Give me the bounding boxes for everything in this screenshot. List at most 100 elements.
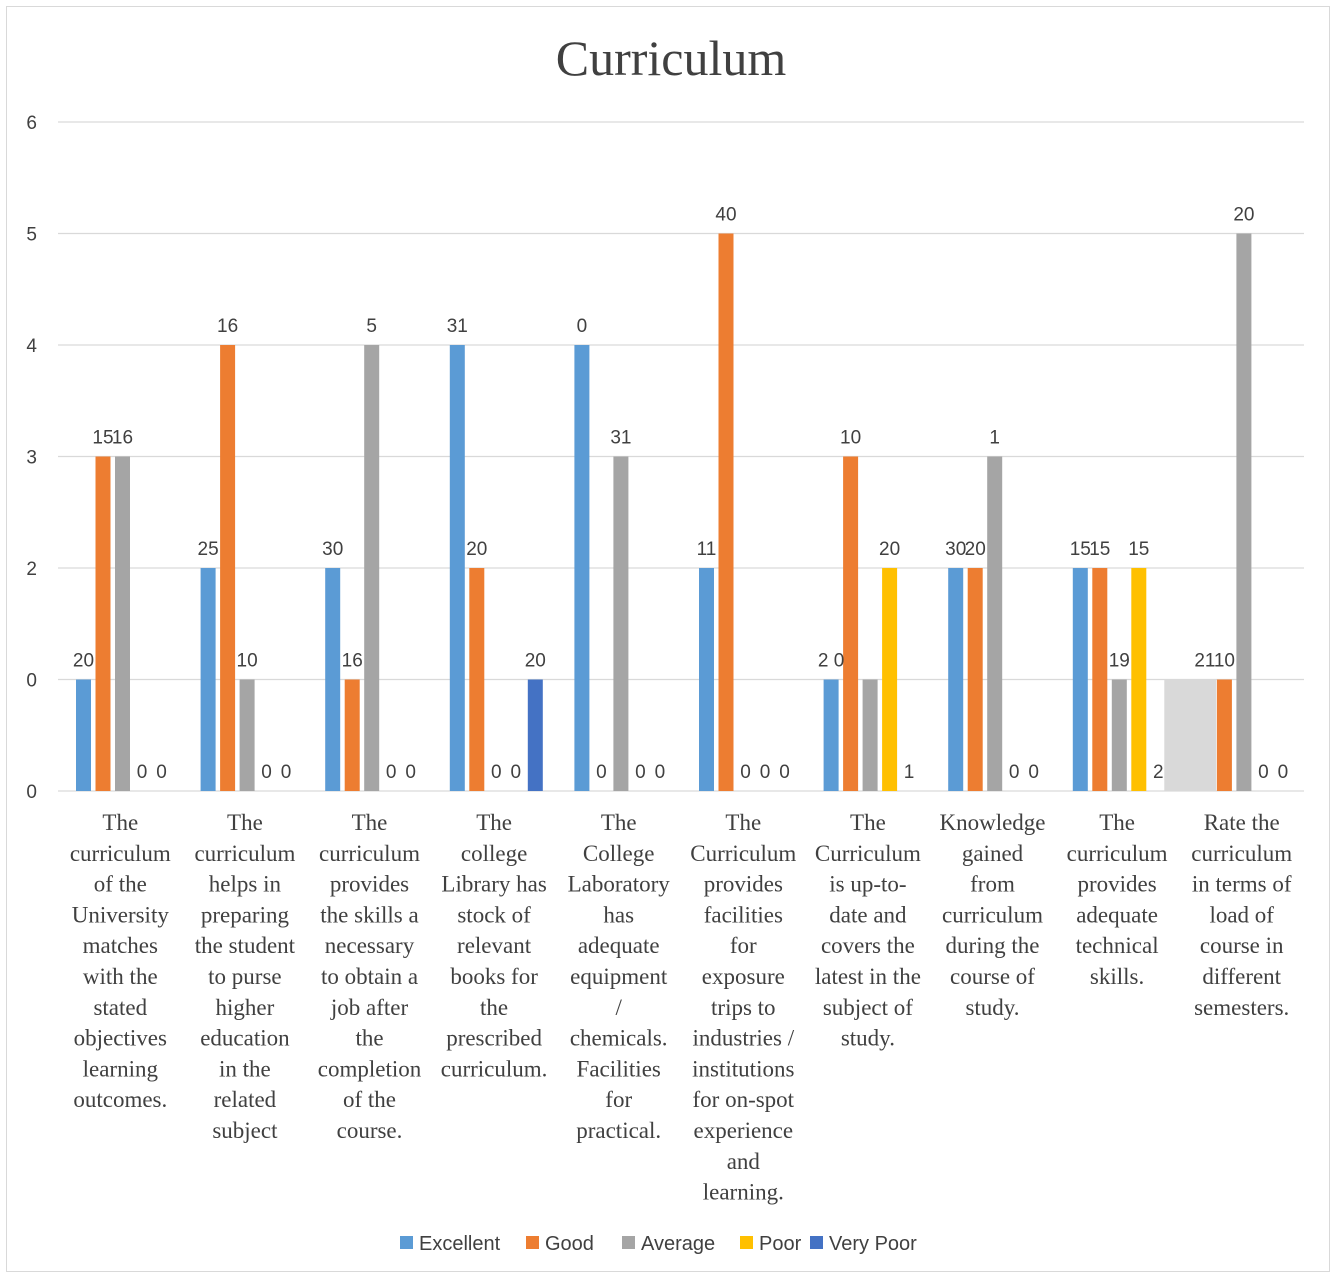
data-label: 0 <box>1009 762 1020 783</box>
data-label: 1 <box>989 428 1000 449</box>
bar-excellent <box>823 679 839 791</box>
data-label: 15 <box>1128 539 1149 560</box>
legend-item: Very Poor <box>829 1233 917 1255</box>
data-label: 16 <box>342 651 363 672</box>
data-label: 30 <box>945 539 966 560</box>
legend-item: Excellent <box>419 1233 501 1255</box>
data-label: 20 <box>466 539 487 560</box>
data-label: 20 <box>73 651 94 672</box>
y-tick-label: 2 <box>26 559 37 580</box>
bar-good <box>967 568 983 791</box>
data-label: 2 <box>1153 762 1164 783</box>
legend-item: Poor <box>759 1233 802 1255</box>
data-label: 0 <box>779 762 790 783</box>
data-label: 0 <box>1258 762 1269 783</box>
data-label: 10 <box>237 651 258 672</box>
y-tick-label: 5 <box>26 225 37 246</box>
bar-excellent <box>325 568 341 791</box>
chart-title: Curriculum <box>556 30 787 86</box>
category-label: Rate the curriculum in terms of load of cour… <box>1191 810 1292 1020</box>
data-label: 0 <box>386 762 397 783</box>
bar-good <box>469 568 485 791</box>
bar-poor <box>1131 568 1147 791</box>
category-label: The curriculum helps in preparing the studen… <box>194 810 295 1143</box>
legend-item: Average <box>641 1233 715 1255</box>
data-label: 10 <box>840 428 861 449</box>
legend-swatch <box>400 1236 413 1249</box>
data-label: 0 <box>1028 762 1039 783</box>
legend-swatch <box>740 1236 753 1249</box>
legend-swatch <box>526 1236 539 1249</box>
data-label: 0 <box>491 762 502 783</box>
data-label: 0 <box>281 762 292 783</box>
bar-very-poor <box>527 679 543 791</box>
data-label: 0 <box>655 762 666 783</box>
data-label: 20 <box>525 651 546 672</box>
bar-excellent <box>449 345 465 791</box>
y-tick-label: 0 <box>26 671 37 692</box>
data-label: 0 <box>137 762 148 783</box>
data-label: 10 <box>1214 651 1235 672</box>
bar-excellent <box>948 568 964 791</box>
data-label: 31 <box>447 316 468 337</box>
data-label: 0 <box>740 762 751 783</box>
legend-item: Good <box>545 1233 594 1255</box>
bar-good <box>718 233 734 791</box>
bar-poor <box>882 568 898 791</box>
category-label: The college Library has stock of relevant boo… <box>441 810 548 1081</box>
data-label: 0 <box>511 762 522 783</box>
bar-average <box>115 456 130 791</box>
data-label: 25 <box>198 539 219 560</box>
data-label: 0 <box>635 762 646 783</box>
category-label: The curriculum provides adequate technical sk… <box>1067 810 1168 989</box>
bar-excellent <box>1072 568 1088 791</box>
data-label: 16 <box>112 428 133 449</box>
bar-excellent <box>200 568 216 791</box>
data-label: 16 <box>217 316 238 337</box>
data-label: 0 <box>156 762 167 783</box>
data-label: 15 <box>1070 539 1091 560</box>
data-label: 2 0 <box>818 651 844 672</box>
bar-good <box>843 456 859 791</box>
data-label: 11 <box>697 539 717 560</box>
data-label: 21 <box>1194 651 1215 672</box>
legend-swatch <box>810 1236 823 1249</box>
bar-extra <box>1164 679 1217 791</box>
data-label: 20 <box>879 539 900 560</box>
data-label: 0 <box>405 762 416 783</box>
data-label: 0 <box>596 762 607 783</box>
category-label: The Curriculum provides facilities for exposu… <box>690 810 796 1205</box>
bar-average <box>239 679 255 791</box>
bar-good <box>344 679 360 791</box>
data-label: 31 <box>610 428 631 449</box>
bar-excellent <box>76 679 91 791</box>
bar-good <box>220 345 236 791</box>
bar-good <box>1216 679 1232 791</box>
data-label: 15 <box>92 428 113 449</box>
bar-good <box>95 456 111 791</box>
data-label: 0 <box>760 762 771 783</box>
data-label: 1 <box>904 762 915 783</box>
y-tick-label: 3 <box>26 448 37 469</box>
bar-average <box>364 345 380 791</box>
data-label: 40 <box>715 205 736 226</box>
bar-good <box>1092 568 1108 791</box>
y-tick-label: 0 <box>26 782 37 803</box>
data-label: 0 <box>1278 762 1289 783</box>
data-label: 19 <box>1109 651 1130 672</box>
category-label: Knowledge gained from curriculum during the c… <box>939 810 1045 1020</box>
bar-average <box>987 456 1003 791</box>
bar-average <box>613 456 629 791</box>
data-label: 20 <box>965 539 986 560</box>
data-label: 15 <box>1089 539 1110 560</box>
legend-swatch <box>622 1236 635 1249</box>
data-label: 20 <box>1233 205 1254 226</box>
data-label: 0 <box>261 762 272 783</box>
y-tick-label: 6 <box>26 113 37 134</box>
category-label: The curriculum provides the skills a necessa… <box>318 810 422 1143</box>
y-tick-label: 4 <box>26 336 37 357</box>
bar-excellent <box>574 345 590 791</box>
category-label: The College Laboratory has adequate equipment… <box>568 810 671 1143</box>
